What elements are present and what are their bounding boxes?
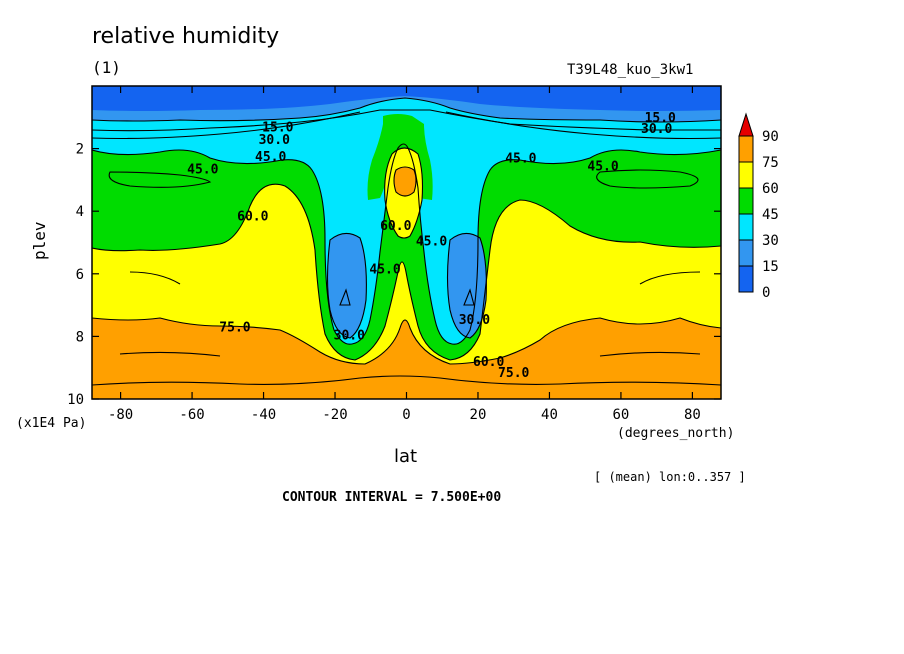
contour-label: 30.0 (334, 328, 365, 343)
x-tick-label: -80 (108, 407, 133, 423)
contour-labels: 15.030.045.045.060.075.045.030.060.045.0… (187, 111, 676, 381)
colorbar-swatch (738, 161, 754, 189)
contour-label: 45.0 (187, 163, 218, 178)
y-tick-label: 6 (76, 267, 84, 283)
colorbar-swatch (738, 265, 754, 293)
y-tick-label: 8 (76, 329, 84, 345)
mean-note: [ (mean) lon:0..357 ] (594, 470, 746, 484)
contour-label: 30.0 (641, 122, 672, 137)
colorbar-label: 15 (762, 259, 779, 275)
chart-subtitle: (1) (92, 58, 121, 77)
contour-label: 45.0 (255, 150, 286, 165)
x-axis-label: lat (394, 446, 418, 467)
band-15-30-right-pool (447, 233, 487, 338)
x-axis-unit: (degrees_north) (617, 426, 735, 441)
colorbar-swatch (738, 135, 754, 163)
colorbar-label: 45 (762, 207, 779, 223)
contour-label: 45.0 (587, 159, 618, 174)
x-tick-label: -20 (322, 407, 347, 423)
band-30-45 (92, 86, 721, 345)
contour-label: 30.0 (459, 313, 490, 328)
chart-title: relative humidity (92, 24, 280, 49)
contour-label: 60.0 (473, 355, 504, 370)
y-tick-label: 4 (76, 204, 84, 220)
y-tick-label: 2 (76, 142, 84, 158)
band-15-30-left-pool (327, 233, 367, 338)
contour-label: 75.0 (498, 366, 529, 381)
colorbar-swatch (738, 213, 754, 241)
contour-interval: CONTOUR INTERVAL = 7.500E+00 (282, 490, 502, 505)
colorbar-label: 75 (762, 155, 779, 171)
colorbar-label: 30 (762, 233, 779, 249)
contour-label: 60.0 (237, 209, 268, 224)
colorbar-over-arrow (738, 112, 754, 137)
x-tick-label: 0 (402, 407, 410, 423)
x-tick-label: 60 (613, 407, 630, 423)
y-axis-unit: (x1E4 Pa) (16, 416, 87, 431)
contour-label: 30.0 (259, 133, 290, 148)
colorbar: 0 15 30 45 60 75 90 (738, 112, 779, 301)
x-tick-label: -60 (179, 407, 204, 423)
y-tick-label: 10 (67, 392, 84, 408)
contour-label: 45.0 (505, 152, 536, 167)
band-0-15 (92, 86, 721, 111)
x-tick-label: 40 (541, 407, 558, 423)
contour-label: 75.0 (219, 321, 250, 336)
x-tick-label: -40 (251, 407, 276, 423)
colorbar-label: 90 (762, 129, 779, 145)
colorbar-swatch (738, 187, 754, 215)
axis-ticks: -80 -60 -40 -20 0 20 40 60 80 2 4 6 8 10 (67, 86, 721, 423)
x-tick-label: 80 (684, 407, 701, 423)
contour-bands (92, 86, 721, 399)
experiment-label: T39L48_kuo_3kw1 (567, 62, 694, 78)
colorbar-swatch (738, 239, 754, 267)
contour-label: 45.0 (416, 235, 447, 250)
contour-label: 15.0 (262, 120, 293, 135)
colorbar-label: 60 (762, 181, 779, 197)
contour-label: 15.0 (645, 111, 676, 126)
colorbar-label: 0 (762, 285, 770, 301)
contour-label: 60.0 (380, 219, 411, 234)
contour-label: 45.0 (369, 263, 400, 278)
band-75-90-core (394, 167, 416, 196)
x-tick-label: 20 (470, 407, 487, 423)
